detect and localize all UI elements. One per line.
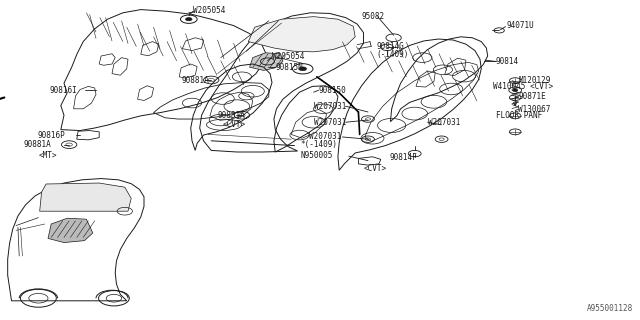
Text: 90881A: 90881A <box>181 76 209 85</box>
Text: A955001128: A955001128 <box>588 304 634 313</box>
Text: W207031: W207031 <box>314 118 346 127</box>
Text: 908150: 908150 <box>319 86 346 95</box>
Text: W207031: W207031 <box>428 118 460 127</box>
Text: W205054: W205054 <box>193 6 226 15</box>
Text: M120129: M120129 <box>518 76 551 85</box>
Text: 90816I: 90816I <box>50 86 77 95</box>
Polygon shape <box>250 53 283 70</box>
Text: <CVT>: <CVT> <box>364 164 387 173</box>
Text: <CVT>: <CVT> <box>223 120 246 129</box>
Text: 90816P: 90816P <box>37 131 65 140</box>
Text: FLOOR PANF: FLOOR PANF <box>496 111 542 120</box>
Text: <MT>: <MT> <box>38 151 57 160</box>
Text: 94071U: 94071U <box>507 21 534 30</box>
Text: W205054: W205054 <box>272 52 305 61</box>
Text: W130067: W130067 <box>518 105 551 114</box>
Circle shape <box>513 89 518 92</box>
Circle shape <box>299 67 307 71</box>
Text: W207031: W207031 <box>309 132 342 141</box>
Polygon shape <box>248 17 355 52</box>
Text: (-1409): (-1409) <box>376 50 409 59</box>
Text: 90814G: 90814G <box>376 42 404 51</box>
Text: 90871E: 90871E <box>518 92 546 101</box>
Text: 90814: 90814 <box>496 57 519 66</box>
Text: W207031: W207031 <box>314 102 346 111</box>
Text: W410045 <CVT>: W410045 <CVT> <box>493 82 553 91</box>
Text: *(-1409): *(-1409) <box>301 140 338 149</box>
Text: 90815N: 90815N <box>275 63 303 72</box>
Circle shape <box>186 18 192 21</box>
Text: 95082: 95082 <box>362 12 385 20</box>
Text: 90881A: 90881A <box>218 111 245 120</box>
Polygon shape <box>40 183 131 211</box>
Text: 90881A: 90881A <box>23 140 51 149</box>
Text: N950005: N950005 <box>301 151 333 160</box>
Polygon shape <box>48 218 93 243</box>
Text: 90814F: 90814F <box>389 153 417 162</box>
